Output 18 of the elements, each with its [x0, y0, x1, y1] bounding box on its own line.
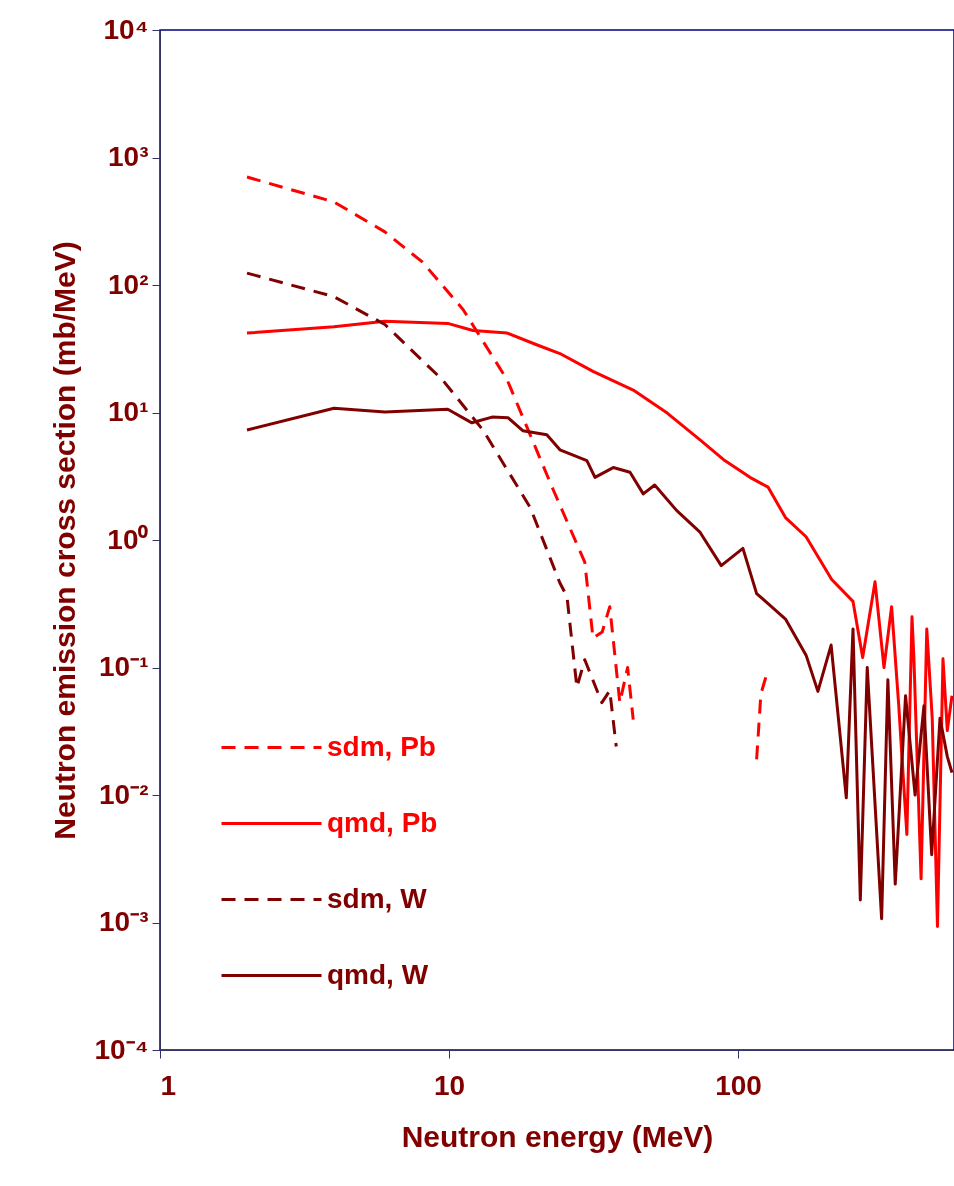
y-tick-label: 10⁻³ [99, 906, 149, 937]
x-tick-label: 10 [433, 1069, 466, 1101]
y-tick-label: 10⁴ [103, 13, 149, 45]
x-tick-label: 1 [160, 1069, 177, 1101]
y-tick-label: 10⁻¹ [99, 651, 149, 682]
legend-label: qmd, Pb [327, 806, 438, 838]
y-tick-label: 10⁻² [99, 778, 149, 810]
x-tick-label: 100 [715, 1069, 762, 1101]
y-tick-label: 10³ [108, 141, 149, 172]
legend-label: sdm, Pb [327, 730, 436, 762]
x-axis-title: Neutron energy (MeV) [401, 1119, 714, 1153]
legend-label: qmd, W [327, 958, 429, 990]
y-tick-label: 10⁻⁴ [94, 1033, 149, 1065]
legend-label: sdm, W [327, 882, 428, 914]
y-tick-label: 10¹ [108, 396, 149, 427]
y-axis-title: Neutron emission cross section (mb/MeV) [47, 241, 81, 840]
y-tick-label: 10⁰ [107, 523, 149, 555]
y-tick-label: 10² [108, 268, 149, 300]
